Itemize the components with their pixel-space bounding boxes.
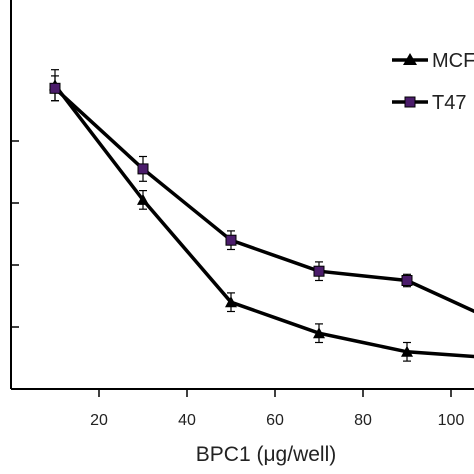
data-point-triangle (313, 327, 325, 339)
data-point-square (49, 82, 61, 94)
series-layer (49, 69, 474, 362)
data-point-square (137, 163, 149, 175)
series-mcf (49, 69, 474, 362)
legend-item-mcf: MCF (392, 50, 474, 72)
series-t47 (49, 75, 474, 314)
data-point-square (401, 275, 413, 286)
data-point-square (225, 234, 237, 246)
series-line (53, 84, 474, 359)
x-axis-ticks: 20 40 60 80 100 (90, 389, 464, 429)
x-tick-label: 20 (90, 412, 108, 429)
legend-marker-square (404, 96, 416, 108)
plot-area (10, 0, 474, 390)
x-tick-label: 80 (354, 412, 372, 429)
legend-label: MCF (432, 50, 474, 72)
x-tick-label: 60 (266, 412, 284, 429)
x-axis-label: BPC1 (μg/well) (196, 443, 336, 466)
data-point-triangle (401, 345, 413, 357)
x-tick-label: 100 (438, 412, 465, 429)
data-point-triangle (225, 296, 237, 308)
y-axis-ticks (11, 140, 19, 328)
legend: MCF T47 (392, 50, 474, 114)
data-point-square (313, 265, 325, 277)
legend-item-t47: T47 (392, 92, 466, 114)
data-point-triangle (137, 193, 149, 205)
legend-marker-triangle (403, 53, 417, 65)
legend-label: T47 (432, 92, 466, 114)
x-tick-label: 40 (178, 412, 196, 429)
